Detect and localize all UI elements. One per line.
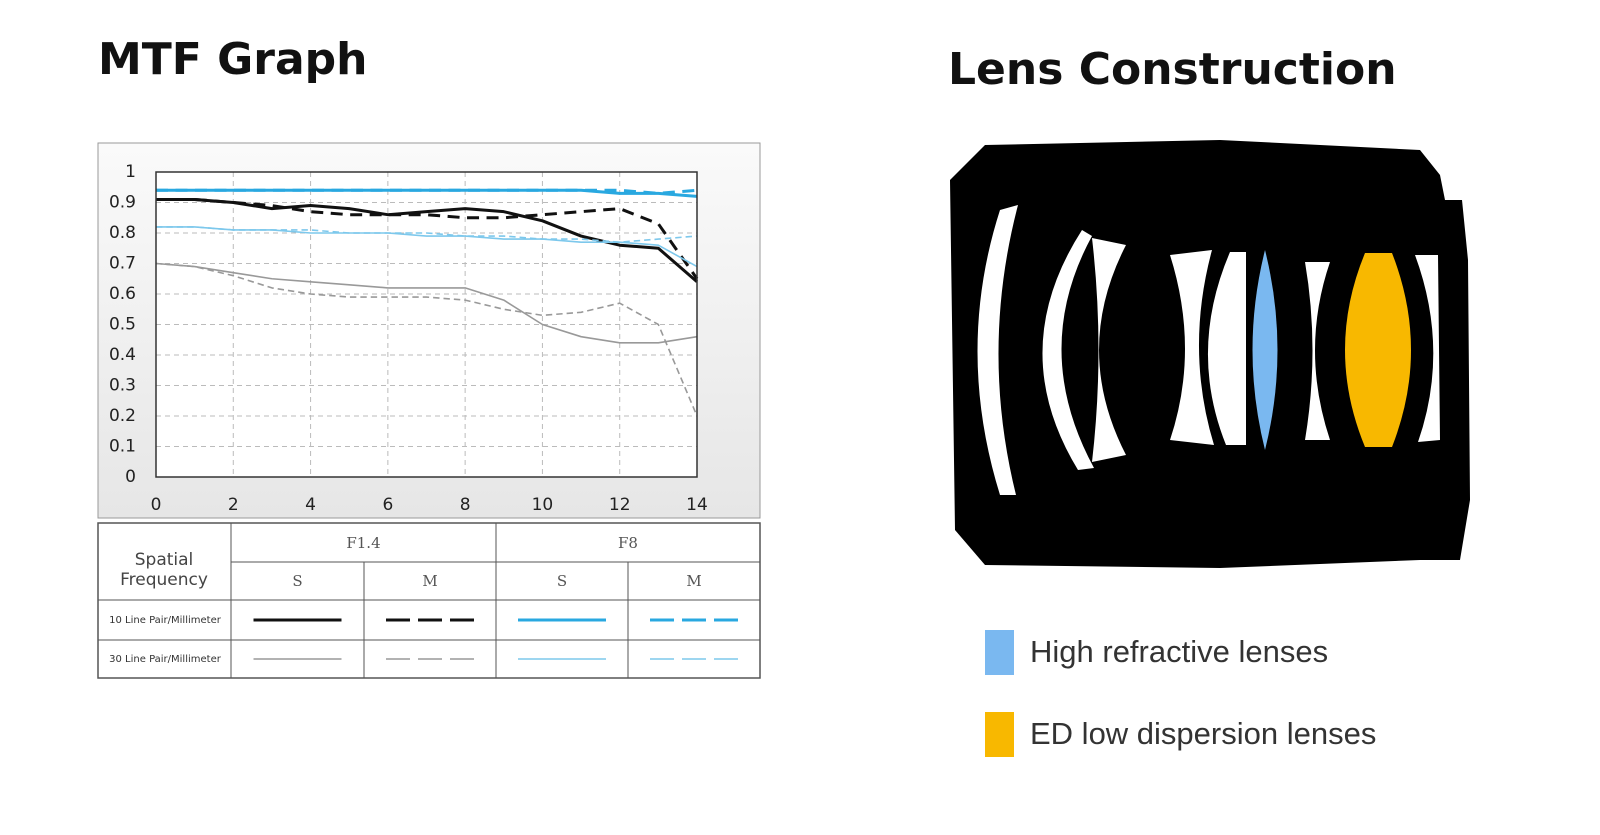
legend-label: High refractive lenses [1030, 634, 1328, 669]
sub-header: S [292, 572, 302, 590]
sub-header: S [557, 572, 567, 590]
y-tick-label: 1 [125, 162, 136, 182]
x-tick-label: 0 [151, 495, 162, 515]
mtf-line [156, 197, 699, 280]
lens-diagram [950, 140, 1470, 568]
ticks: 00.10.20.30.40.50.60.70.80.910 2 4 6 8 10 12 14 [109, 162, 708, 515]
mtf-line [155, 262, 698, 344]
lines [155, 188, 699, 417]
mtf-line [156, 226, 698, 268]
x-tick-label: 2 [228, 495, 239, 515]
legend-swatch [985, 712, 1014, 757]
mtf-line [156, 226, 698, 243]
lens-legend: High refractive lenses ED low dispersion … [985, 630, 1376, 757]
y-tick-label: 0.4 [109, 345, 136, 365]
mtf-title: MTF Graph [98, 34, 368, 85]
y-tick-label: 0.1 [109, 437, 136, 457]
x-tick-label: 12 [609, 495, 631, 515]
y-tick-label: 0.7 [109, 254, 136, 274]
lens-element [1207, 252, 1246, 445]
corner-text: Spatial Frequency [120, 550, 208, 590]
x-tick-label: 10 [532, 495, 554, 515]
high-refractive-lens [1252, 250, 1278, 450]
y-tick-label: 0.5 [109, 315, 136, 335]
x-tick-label: 6 [382, 495, 393, 515]
y-tick-label: 0.3 [109, 376, 136, 396]
group-header: F8 [618, 534, 638, 552]
sub-header: M [422, 572, 437, 590]
lens-element [1042, 230, 1094, 470]
x-tick-label: 4 [305, 495, 316, 515]
legend-label: ED low dispersion lenses [1030, 716, 1376, 751]
y-tick-label: 0.9 [109, 193, 136, 213]
lens-element [977, 205, 1018, 495]
x-tick-label: 8 [460, 495, 471, 515]
lens-element [1092, 238, 1126, 462]
lens-element [1170, 250, 1214, 445]
plot-border [155, 171, 698, 478]
y-tick-label: 0 [125, 467, 136, 487]
ed-lens [1345, 253, 1411, 447]
mtf-line [156, 188, 698, 198]
lens-element [1305, 262, 1330, 440]
legend-table: Spatial Frequency F1.4 F8 S M S M 10 Line Pair… [97, 522, 761, 679]
corner-cell: Spatial Frequency [120, 550, 208, 590]
y-tick-label: 0.6 [109, 284, 136, 304]
y-tick-label: 0.2 [109, 406, 136, 426]
sub-header: M [686, 572, 701, 590]
mtf-line [155, 262, 698, 417]
legend-swatch [985, 630, 1014, 675]
group-header: F1.4 [346, 534, 380, 552]
lens-element [1415, 255, 1440, 442]
mtf-line [156, 188, 698, 195]
row-header: 30 Line Pair/Millimeter [109, 654, 222, 665]
lens-title: Lens Construction [948, 44, 1397, 95]
row-header: 10 Line Pair/Millimeter [109, 615, 222, 626]
y-tick-label: 0.8 [109, 223, 136, 243]
x-tick-label: 14 [686, 495, 708, 515]
